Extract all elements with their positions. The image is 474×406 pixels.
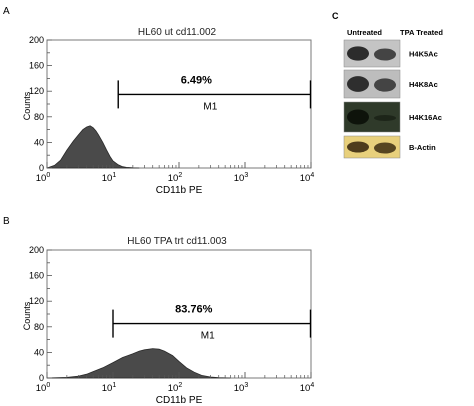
western-blot-panel: C Untreated TPA Treated H4K5Ac H4K8Ac H4K1…	[332, 11, 443, 159]
x-tick-label: 102	[168, 172, 183, 184]
blot-band-untreated	[347, 46, 369, 61]
blot-rows: H4K5Ac H4K8Ac H4K16Ac B-Actin	[343, 39, 442, 159]
blot-band-untreated	[347, 109, 369, 125]
blot-row: B-Actin	[343, 135, 436, 159]
histogram-b-x-ticks: 100 101 102 103 104	[36, 372, 315, 394]
blot-row-label: H4K5Ac	[409, 50, 438, 59]
blot-row: H4K8Ac	[343, 69, 438, 99]
blot-band-untreated	[347, 141, 369, 153]
histogram-a-y-axis-label: Counts	[22, 91, 32, 120]
blot-band-treated	[374, 78, 396, 92]
x-tick-label: 103	[234, 172, 249, 184]
y-tick-label: 80	[34, 322, 44, 332]
blot-band-treated	[374, 115, 396, 121]
y-tick-label: 120	[29, 86, 44, 96]
histogram-a-title: HL60 ut cd11.002	[138, 27, 217, 38]
panel-label-b: B	[3, 216, 10, 227]
histogram-b-x-axis-label: CD11b PE	[156, 395, 203, 406]
y-tick-label: 0	[39, 373, 44, 383]
y-tick-label: 40	[34, 137, 44, 147]
histogram-b-gate-label: M1	[201, 331, 215, 342]
blot-row: H4K16Ac	[343, 101, 442, 133]
panel-label-a: A	[3, 6, 10, 17]
blot-row: H4K5Ac	[343, 39, 438, 68]
histogram-a-y-ticks: 0 40 80 120 160 200	[29, 35, 52, 173]
blot-band-treated	[374, 48, 396, 61]
histogram-a-area	[46, 125, 140, 169]
x-tick-label: 101	[102, 382, 117, 394]
histogram-a-gate-label: M1	[203, 101, 217, 112]
x-tick-label: 102	[168, 382, 183, 394]
blot-band-treated	[374, 142, 396, 154]
y-tick-label: 160	[29, 271, 44, 281]
y-tick-label: 80	[34, 112, 44, 122]
histogram-b-title: HL60 TPA trt cd11.003	[127, 236, 227, 247]
y-tick-label: 200	[29, 35, 44, 45]
y-tick-label: 160	[29, 61, 44, 71]
histogram-b-y-axis-label: Counts	[22, 301, 32, 330]
blot-column-untreated: Untreated	[347, 28, 382, 37]
y-tick-label: 200	[29, 245, 44, 255]
histogram-a-x-ticks: 100 101 102 103 104	[36, 162, 315, 184]
y-tick-label: 40	[34, 347, 44, 357]
blot-column-treated: TPA Treated	[400, 28, 443, 37]
x-tick-label: 100	[36, 382, 51, 394]
histogram-a-gate-percent: 6.49%	[181, 74, 212, 86]
x-tick-label: 104	[300, 382, 315, 394]
blot-band-untreated	[347, 76, 369, 92]
blot-row-label: H4K8Ac	[409, 80, 438, 89]
histogram-b-area	[46, 348, 231, 379]
x-tick-label: 104	[300, 172, 315, 184]
y-tick-label: 0	[39, 163, 44, 173]
y-tick-label: 120	[29, 296, 44, 306]
histogram-b-y-ticks: 0 40 80 120 160 200	[29, 245, 52, 383]
panel-label-c: C	[332, 11, 339, 21]
histogram-b-gate-percent: 83.76%	[175, 304, 213, 316]
histogram-b: HL60 TPA trt cd11.003 83.76% M1 0 40 80 120…	[22, 236, 314, 406]
x-tick-label: 103	[234, 382, 249, 394]
x-tick-label: 101	[102, 172, 117, 184]
x-tick-label: 100	[36, 172, 51, 184]
histogram-a: HL60 ut cd11.002 6.49% M1 0 40 80 120 160 200…	[22, 27, 314, 196]
histogram-a-x-axis-label: CD11b PE	[156, 185, 203, 196]
blot-row-label: H4K16Ac	[409, 113, 442, 122]
blot-row-label: B-Actin	[409, 143, 436, 152]
